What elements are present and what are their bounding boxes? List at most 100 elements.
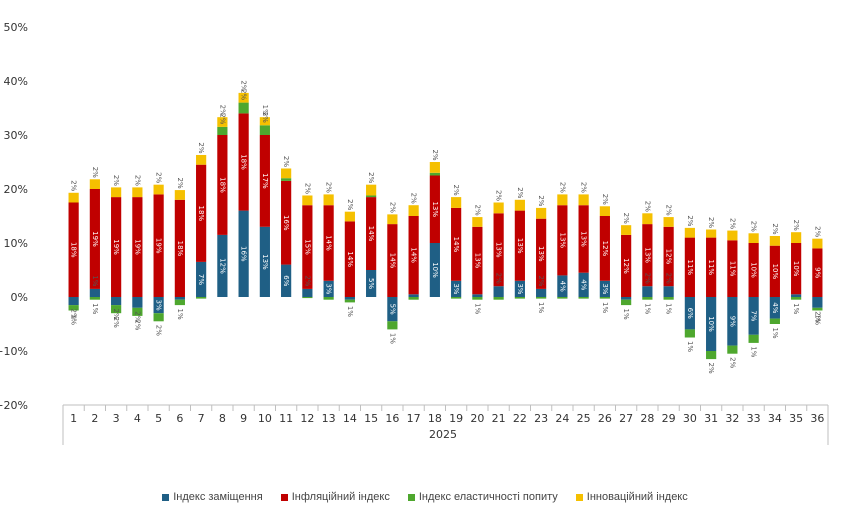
bar-data-label: 2% — [580, 182, 588, 193]
bar-segment — [536, 207, 547, 219]
bar-segment — [238, 102, 249, 114]
bar-data-label: 2% — [197, 142, 205, 153]
bar-segment — [663, 286, 674, 297]
bar-segment — [493, 213, 504, 287]
bar-data-label: 2% — [388, 202, 396, 213]
bar-segment — [344, 221, 355, 297]
bar-data-label: 2% — [643, 273, 651, 284]
bar-segment — [153, 194, 164, 297]
bar-data-label: 2% — [155, 325, 163, 336]
bar-segment — [323, 194, 334, 206]
bar-data-label: 2% — [537, 195, 545, 206]
bar-data-label: 13% — [431, 201, 439, 217]
bar-data-label: 2% — [133, 311, 141, 322]
bar-data-label: 2% — [155, 172, 163, 183]
bar-segment — [111, 197, 122, 297]
x-tick-label: 8 — [219, 412, 226, 425]
bar-segment — [727, 230, 738, 241]
bar-segment — [621, 299, 632, 306]
bar-data-label: 2% — [325, 182, 333, 193]
bar-segment — [451, 280, 462, 297]
x-tick-label: 21 — [492, 412, 506, 425]
bar-segment — [429, 175, 440, 243]
bar-segment — [663, 217, 674, 227]
bar-segment — [514, 199, 525, 211]
x-tick-label: 2 — [91, 412, 98, 425]
bar-data-label: 1% — [686, 341, 694, 352]
bar-data-label: 10% — [792, 261, 800, 277]
x-tick-label: 16 — [385, 412, 399, 425]
bar-data-label: 1% — [750, 346, 758, 357]
x-axis: 1 2 3 4 5 6 7 8 9 10 11 12 13 14 15 16 17 18 19 20 21 22 23 24 2… — [62, 404, 829, 445]
bar-data-label: 18% — [240, 154, 248, 170]
bar-data-label: 16% — [282, 215, 290, 231]
bar-segment — [769, 235, 780, 246]
bar-segment — [408, 294, 419, 297]
bar-data-label: 18% — [70, 242, 78, 258]
x-tick-label: 25 — [577, 412, 591, 425]
bar-data-label: 4% — [580, 279, 588, 290]
bar-segment — [429, 162, 440, 173]
bar-data-label: 1% — [643, 303, 651, 314]
y-tick-label: 10% — [4, 237, 28, 250]
bar-data-label: 10% — [750, 262, 758, 278]
bar-data-label: 13% — [537, 246, 545, 262]
bar-data-label: 2% — [112, 175, 120, 186]
bar-data-label: 9% — [813, 267, 821, 278]
bar-segment — [302, 288, 313, 297]
bar-segment — [642, 286, 653, 297]
bar-segment — [153, 297, 164, 314]
bar-data-label: 2% — [176, 178, 184, 189]
bar-data-label: 2% — [452, 185, 460, 196]
bar-data-label: 12% — [622, 258, 630, 274]
bar-segment — [89, 288, 100, 297]
bar-data-label: 2% — [218, 113, 226, 124]
legend-label-replacement: Індекс заміщення — [173, 491, 263, 503]
bar-segment — [578, 297, 589, 299]
bar-segment — [259, 117, 270, 126]
bar-data-label: 1% — [792, 303, 800, 314]
bar-data-label: 2% — [303, 275, 311, 286]
legend-item-elasticity[interactable]: Індекс еластичності попиту — [407, 491, 558, 503]
x-tick-label: 32 — [725, 412, 739, 425]
bars-layer — [68, 92, 823, 360]
bar-segment — [344, 299, 355, 303]
legend: Індекс заміщення Інфляційний індекс Інде… — [0, 491, 850, 503]
bar-data-label: 13% — [580, 231, 588, 247]
bar-data-label: 2% — [431, 149, 439, 160]
legend-item-innovation[interactable]: Інноваційний індекс — [575, 491, 688, 503]
bar-data-label: 1% — [346, 306, 354, 317]
bar-segment — [366, 197, 377, 270]
x-tick-label: 6 — [176, 412, 183, 425]
bar-segment — [769, 245, 780, 297]
bar-data-label: 2% — [240, 89, 248, 100]
bar-data-label: 2% — [410, 193, 418, 204]
bar-data-label: 3% — [325, 283, 333, 294]
x-tick-label: 29 — [662, 412, 676, 425]
legend-item-inflation[interactable]: Інфляційний індекс — [280, 491, 390, 503]
bar-segment — [642, 297, 653, 300]
bar-data-label: 3% — [601, 283, 609, 294]
bar-segment — [217, 126, 228, 135]
bar-data-label: 6% — [686, 308, 694, 319]
bar-segment — [706, 229, 717, 238]
bar-data-label: 17% — [261, 173, 269, 189]
bar-segment — [387, 297, 398, 322]
bar-segment — [259, 125, 270, 135]
bar-segment — [578, 194, 589, 206]
bar-segment — [472, 294, 483, 297]
bar-segment — [111, 187, 122, 198]
y-tick-label: 0% — [11, 291, 28, 304]
bar-data-label: 13% — [473, 253, 481, 269]
bar-segment — [706, 351, 717, 360]
bar-segment — [153, 313, 164, 322]
bar-data-label: 2% — [622, 213, 630, 224]
bar-segment — [344, 297, 355, 300]
bar-segment — [132, 187, 143, 198]
y-tick-label: 30% — [4, 129, 28, 142]
x-tick-label: 18 — [428, 412, 442, 425]
legend-item-replacement[interactable]: Індекс заміщення — [162, 491, 263, 503]
bar-segment — [344, 211, 355, 222]
bar-segment — [663, 226, 674, 287]
